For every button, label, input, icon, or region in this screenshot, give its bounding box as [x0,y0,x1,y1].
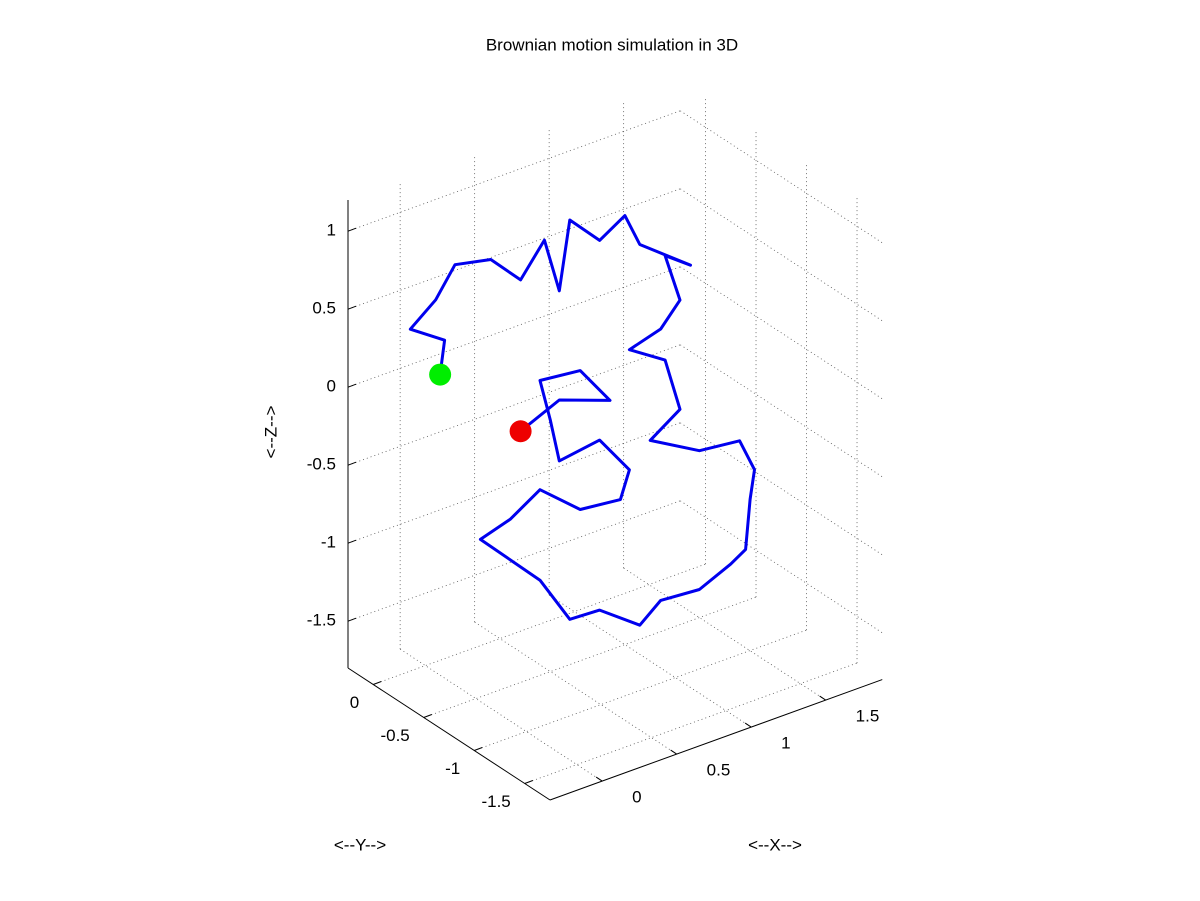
grid-line [680,188,883,322]
y-axis-label: <--Y--> [334,835,386,854]
grid-line [347,422,681,544]
y-tick [524,780,533,784]
y-axis [347,667,551,801]
z-tick-label: -0.5 [307,455,336,474]
x-tick [819,695,826,701]
x-tick-label: 0.5 [707,761,731,780]
z-tick [347,461,357,466]
grid-line [373,563,706,685]
z-tick-label: -1 [321,533,336,552]
x-tick [670,749,677,755]
x-tick-label: 0 [632,788,641,807]
grid-line [680,500,883,634]
z-tick [347,383,357,388]
y-tick [373,681,382,685]
grid-line [623,567,826,701]
grid-line [347,344,681,466]
z-axis-label: <--Z--> [261,405,280,458]
z-tick-label: 0.5 [312,299,336,318]
grid-line [680,422,883,556]
x-tick [595,776,603,782]
y-tick-label: -0.5 [380,726,409,745]
grid-line [680,344,883,478]
grid-line [524,662,858,784]
z-tick-label: 1 [327,221,336,240]
z-tick-label: 0 [327,377,336,396]
grid-line [680,110,883,244]
grid-line [423,596,757,718]
grid-line [474,621,677,755]
x-tick [744,722,752,728]
chart-title: Brownian motion simulation in 3D [486,35,738,54]
end-marker [509,420,532,443]
z-tick [347,539,357,544]
y-tick-label: -1 [445,759,460,778]
grid-line [347,110,681,232]
z-tick [347,227,357,232]
grid-line [474,629,807,751]
y-tick-label: -1.5 [481,792,510,811]
y-tick [474,747,483,751]
x-tick-label: 1 [781,734,790,753]
y-tick-label: 0 [350,693,359,712]
x-axis [549,679,883,801]
start-marker [429,363,452,386]
grid-line [399,648,603,782]
x-tick-label: 1.5 [856,707,880,726]
grid-line [347,188,681,310]
x-axis-label: <--X--> [748,835,802,854]
y-tick [423,714,432,718]
trajectory [408,214,756,627]
grid-line [680,266,883,400]
z-tick [347,305,357,310]
grid-line [548,594,752,728]
z-tick [347,617,357,622]
z-tick-label: -1.5 [307,611,336,630]
grid-line [347,266,681,388]
